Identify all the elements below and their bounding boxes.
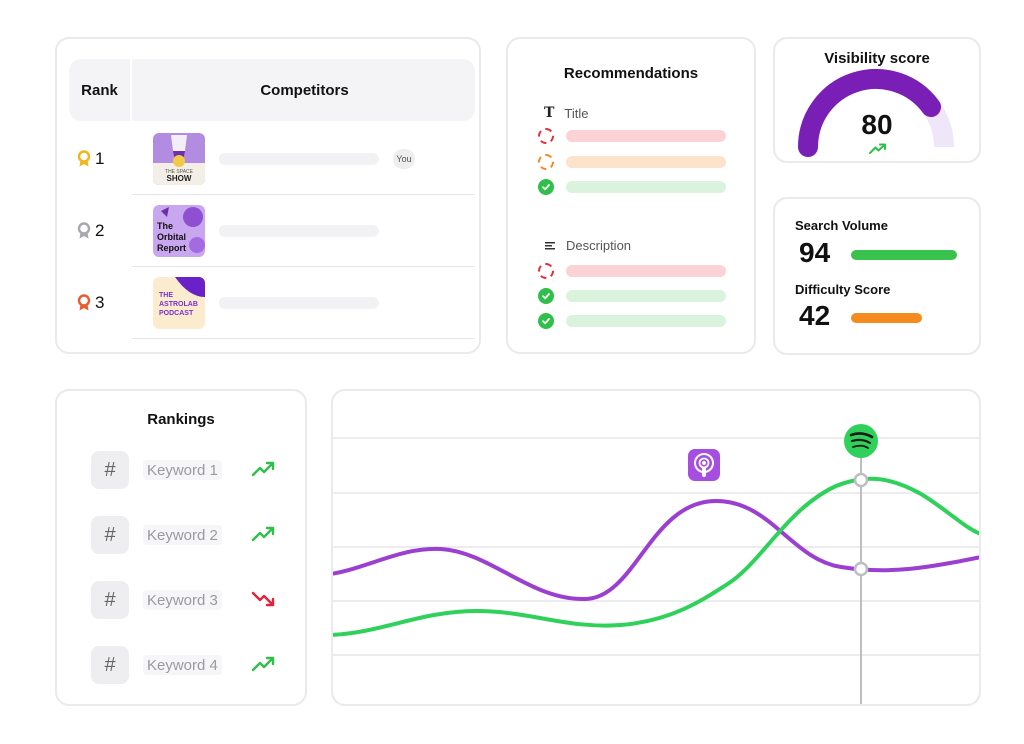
- gauge-fill: [798, 69, 941, 157]
- check-icon: [538, 288, 554, 304]
- rank-cell: 1: [77, 123, 104, 195]
- title-section-text: Title: [564, 105, 589, 121]
- bronze-medal-icon: [77, 294, 91, 311]
- competitors-card: Rank Competitors 1 THE SPACE SHOW You: [55, 37, 481, 354]
- svg-text:THE SPACE: THE SPACE: [165, 169, 194, 175]
- trend-down-icon: [251, 591, 275, 607]
- spotify-data-point[interactable]: [853, 472, 869, 488]
- difficulty-score-label: Difficulty Score: [795, 282, 891, 297]
- issue-status-icon: [538, 128, 554, 144]
- competitor-row[interactable]: 2 The Orbital Report: [69, 195, 475, 267]
- rank-column-header: Rank: [69, 59, 132, 121]
- keyword-row[interactable]: # Keyword 3: [91, 581, 291, 619]
- check-icon: [538, 179, 554, 195]
- spotify-icon: [844, 424, 878, 458]
- trend-up-icon: [251, 526, 275, 542]
- apple-podcasts-series-line: [333, 498, 979, 602]
- svg-text:The: The: [157, 221, 173, 231]
- name-placeholder-bar: [219, 225, 379, 237]
- keyword-label: Keyword 2: [143, 525, 222, 545]
- recommendation-bar: [566, 130, 726, 142]
- rank-cell: 3: [77, 267, 104, 339]
- recommendations-card: Recommendations T Title Description: [506, 37, 756, 354]
- svg-text:Report: Report: [157, 243, 186, 253]
- apple-podcasts-icon: [688, 449, 720, 481]
- rank-cell: 2: [77, 195, 104, 267]
- rank-number: 1: [95, 149, 105, 168]
- difficulty-score-bar: [851, 313, 922, 323]
- recommendation-bar: [566, 265, 726, 277]
- warning-status-icon: [538, 154, 554, 170]
- keyword-label: Keyword 3: [143, 590, 222, 610]
- search-volume-bar: [851, 250, 957, 260]
- description-section-text: Description: [566, 238, 632, 253]
- recommendation-bar: [566, 315, 726, 327]
- rank-number: 2: [95, 221, 105, 240]
- podcast-cover-image: THE SPACE SHOW: [153, 133, 205, 185]
- align-left-icon: [545, 241, 555, 249]
- name-placeholder-bar: [219, 153, 379, 165]
- recommendation-item[interactable]: [538, 313, 728, 329]
- svg-text:SHOW: SHOW: [167, 174, 192, 183]
- silver-medal-icon: [77, 222, 91, 239]
- podcast-cover-image: THE ASTROLAB PODCAST: [153, 277, 205, 329]
- competitors-table-header: Rank Competitors: [69, 59, 475, 121]
- rankings-title: Rankings: [147, 411, 215, 428]
- recommendations-title: Recommendations: [563, 65, 699, 82]
- recommendation-bar: [566, 156, 726, 168]
- visibility-score-value: 80: [861, 109, 893, 140]
- platform-trend-chart: [331, 389, 981, 706]
- difficulty-score-value: 42: [799, 300, 831, 331]
- visibility-gauge: [798, 69, 954, 157]
- keyword-row[interactable]: # Keyword 4: [91, 646, 291, 684]
- row-divider: [132, 338, 475, 339]
- row-divider: [132, 266, 475, 267]
- competitors-column-header: Competitors: [260, 81, 349, 99]
- svg-text:Orbital: Orbital: [157, 232, 186, 242]
- row-divider: [132, 194, 475, 195]
- search-volume-label: Search Volume: [795, 218, 888, 233]
- hash-icon: #: [91, 451, 129, 489]
- recommendation-bar: [566, 181, 726, 193]
- title-section-label: T Title: [544, 105, 589, 121]
- rank-number: 3: [95, 293, 105, 312]
- svg-text:THE: THE: [159, 292, 173, 299]
- search-volume-value: 94: [799, 237, 831, 268]
- description-section-label: Description: [544, 238, 631, 253]
- competitor-row[interactable]: 1 THE SPACE SHOW You: [69, 123, 475, 195]
- hash-icon: #: [91, 646, 129, 684]
- svg-text:ASTROLAB: ASTROLAB: [159, 301, 198, 308]
- issue-status-icon: [538, 263, 554, 279]
- recommendation-item[interactable]: [538, 154, 728, 170]
- trend-up-icon: [251, 656, 275, 672]
- podcast-cover-image: The Orbital Report: [153, 205, 205, 257]
- keyword-row[interactable]: # Keyword 1: [91, 451, 291, 489]
- text-type-icon: T: [544, 105, 555, 121]
- trend-up-icon: [251, 461, 275, 477]
- spotify-series-line: [333, 476, 979, 637]
- apple-podcasts-data-point[interactable]: [853, 561, 869, 577]
- recommendation-bar: [566, 290, 726, 302]
- keyword-label: Keyword 4: [143, 655, 222, 675]
- keyword-label: Keyword 1: [143, 460, 222, 480]
- trend-up-icon: [869, 143, 886, 154]
- keyword-row[interactable]: # Keyword 2: [91, 516, 291, 554]
- recommendation-item[interactable]: [538, 128, 728, 144]
- recommendation-item[interactable]: [538, 263, 728, 279]
- gold-medal-icon: [77, 150, 91, 167]
- hash-icon: #: [91, 581, 129, 619]
- hash-icon: #: [91, 516, 129, 554]
- visibility-score-title: Visibility score: [824, 50, 930, 67]
- svg-text:PODCAST: PODCAST: [159, 310, 194, 317]
- competitor-row[interactable]: 3 THE ASTROLAB PODCAST: [69, 267, 475, 339]
- keyword-metrics-card: Search Volume 94 Difficulty Score 42: [773, 197, 981, 355]
- name-placeholder-bar: [219, 297, 379, 309]
- visibility-score-card: Visibility score 80: [773, 37, 981, 163]
- recommendation-item[interactable]: [538, 179, 728, 195]
- check-icon: [538, 313, 554, 329]
- recommendation-item[interactable]: [538, 288, 728, 304]
- rankings-card: Rankings # Keyword 1 # Keyword 2 # Keywo…: [55, 389, 307, 706]
- you-badge: You: [393, 149, 415, 169]
